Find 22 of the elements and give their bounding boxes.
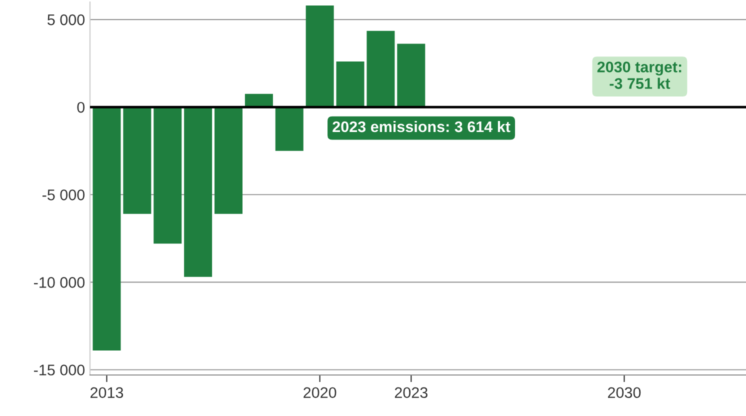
bar [366,30,395,108]
bar [336,62,364,108]
x-tick-label: 2023 [394,387,428,398]
bar [214,107,243,214]
bar [244,94,273,108]
bar [92,107,121,350]
x-tick-label: 2020 [304,387,336,398]
annotation: 2030 target: -3 751 kt [597,62,682,89]
bar [397,44,426,108]
annotation: 2023 emissions: 3 614 kt [332,120,510,132]
y-tick-label: -15 000 [34,364,85,376]
bar [275,107,304,151]
bar [154,107,182,244]
y-tick-label: -5 000 [42,189,85,200]
bar [306,6,334,108]
bar [184,107,212,277]
y-tick-label: 0 [77,102,85,113]
x-tick-label: 2030 [608,387,641,398]
y-tick-label: 5 000 [48,14,85,26]
y-tick-label: -10 000 [34,277,85,288]
x-tick-label: 2013 [90,387,124,398]
bar [123,107,152,214]
